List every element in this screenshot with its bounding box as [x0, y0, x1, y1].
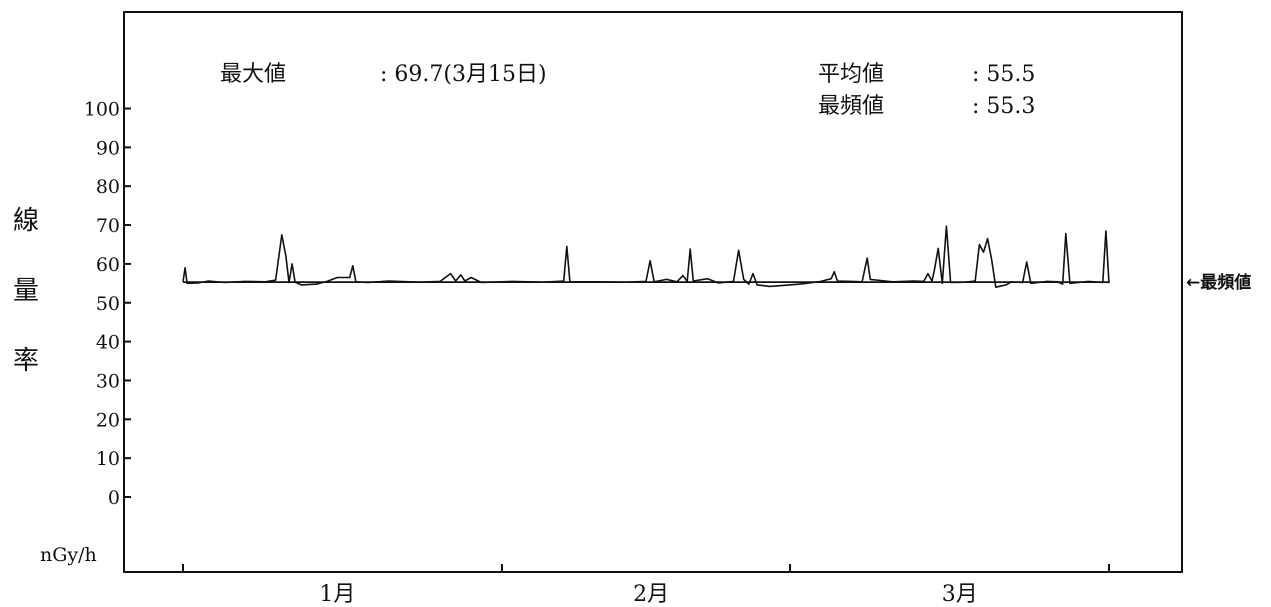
series-group: [182, 225, 1110, 289]
y-tick-label: 30: [96, 370, 120, 392]
y-tick-label: 80: [96, 176, 120, 198]
y-axis-ticks: 0 10 20 30 40 50 60 70 80 90 100: [84, 99, 131, 509]
mean-value: : 55.5: [972, 62, 1035, 87]
y-axis-label: 線量率: [13, 206, 39, 376]
plot-frame: [123, 11, 1183, 573]
y-tick-label: 90: [96, 137, 120, 159]
mode-stat-label: 最頻値: [818, 94, 884, 119]
month-label: 3月: [942, 582, 978, 607]
mode-value: : 55.3: [972, 94, 1035, 119]
y-tick-label: 40: [96, 332, 120, 354]
y-axis-label-char: 線: [13, 206, 39, 236]
y-tick-label: 20: [96, 409, 120, 431]
unit-label: nGy/h: [40, 544, 97, 566]
y-tick-label: 70: [96, 215, 120, 237]
max-label: 最大値: [220, 62, 286, 87]
series-line: [182, 225, 1110, 289]
y-tick-label: 0: [108, 487, 120, 509]
month-label: 1月: [319, 582, 355, 607]
month-label: 2月: [633, 582, 669, 607]
mode-line-label: ←最頻値: [1186, 272, 1251, 293]
max-value: : 69.7(3月15日): [380, 62, 547, 87]
y-tick-label: 10: [96, 448, 120, 470]
y-tick-label: 60: [96, 254, 120, 276]
x-axis-ticks: 1月 2月 3月: [182, 564, 1110, 607]
y-axis-label-char: 量: [13, 276, 39, 306]
mean-label: 平均値: [818, 62, 884, 87]
y-axis-label-char: 率: [13, 346, 39, 376]
y-tick-label: 50: [96, 293, 120, 315]
y-tick-label: 100: [84, 99, 120, 121]
